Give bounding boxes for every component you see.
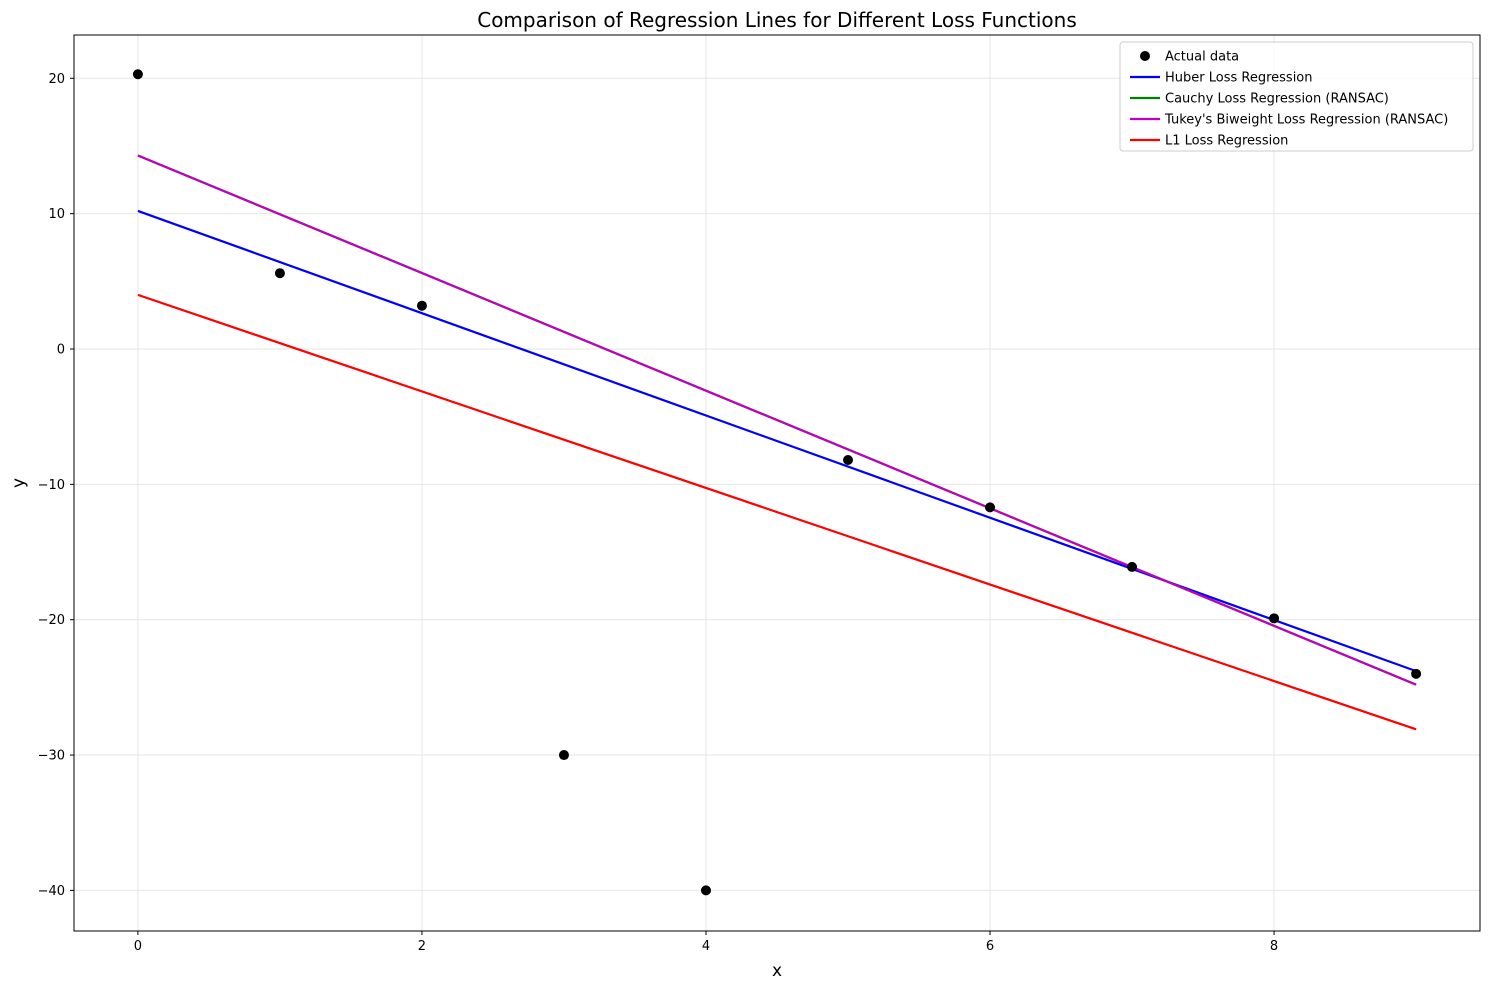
legend-label: Cauchy Loss Regression (RANSAC): [1165, 92, 1389, 107]
data-point: [558, 750, 569, 761]
data-point: [1127, 561, 1138, 572]
legend-label: Huber Loss Regression: [1165, 71, 1313, 86]
legend-label: Actual data: [1165, 50, 1239, 65]
x-tick-label: 8: [1270, 939, 1278, 954]
y-tick-label: −30: [38, 749, 65, 764]
data-point: [1411, 668, 1422, 679]
x-tick-label: 4: [702, 939, 710, 954]
legend-label: L1 Loss Regression: [1165, 134, 1288, 149]
x-tick-label: 2: [418, 939, 426, 954]
data-point: [274, 268, 285, 279]
legend-box: [1119, 41, 1474, 152]
legend-label: Tukey's Biweight Loss Regression (RANSAC…: [1164, 113, 1448, 128]
grid: [74, 35, 1480, 931]
y-tick-label: 10: [48, 207, 65, 222]
y-tick-label: −20: [38, 613, 65, 628]
y-tick-label: −10: [38, 478, 65, 493]
data-point: [843, 454, 854, 465]
data-point: [416, 300, 427, 311]
series-line: [137, 154, 1417, 686]
y-tick-label: 20: [48, 72, 65, 87]
data-point: [700, 885, 711, 896]
chart-title: Comparison of Regression Lines for Diffe…: [477, 8, 1077, 32]
data-points: [132, 69, 1422, 896]
legend: Actual data Huber Loss Regression Cauchy L…: [1119, 41, 1474, 152]
x-tick-label: 0: [134, 939, 142, 954]
y-tick-label: 0: [57, 343, 65, 358]
axis-ticks: 0 2 4 6 8 20 10 0 −10 −20 −30 −40: [38, 72, 1279, 954]
x-axis-label: x: [772, 961, 782, 981]
series-line: [137, 293, 1417, 731]
data-point: [1269, 613, 1280, 624]
series-line: [137, 209, 1417, 673]
y-axis-label: y: [9, 478, 29, 488]
legend-marker: [1140, 51, 1150, 61]
plot-area-frame: [73, 34, 1481, 932]
x-tick-label: 6: [986, 939, 994, 954]
data-point: [132, 69, 143, 80]
y-tick-label: −40: [38, 884, 65, 899]
legend-items: Actual data Huber Loss Regression Cauchy L…: [1130, 50, 1448, 149]
regression-lines: [137, 154, 1417, 731]
data-point: [985, 502, 996, 513]
